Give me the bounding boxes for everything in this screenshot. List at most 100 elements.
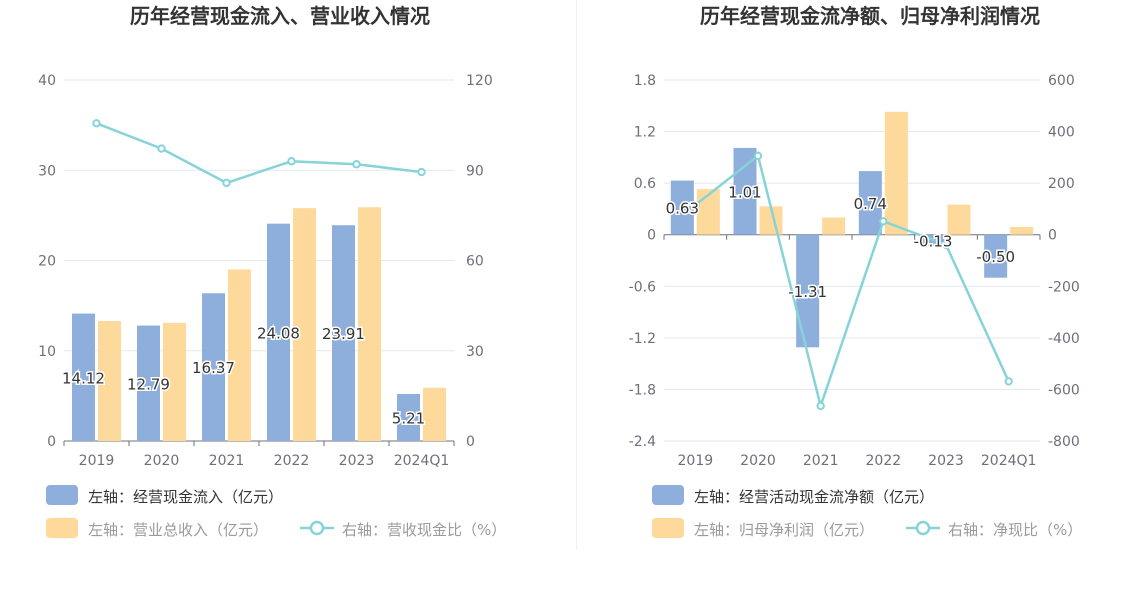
right-tick-label-1-2: -400 [1048, 331, 1080, 347]
legend-label-1-1: 左轴：归母净利润（亿元） [694, 521, 874, 539]
right-tick-label-0-3: 90 [466, 163, 484, 179]
bar-0-0-5 [397, 393, 420, 441]
bar-1-1-3 [884, 111, 908, 235]
left-tick-label-1-6: 1.2 [634, 125, 656, 141]
line-series-0-2 [96, 122, 422, 185]
left-tick-label-0-0: 0 [47, 434, 56, 450]
line-point-0-2-4 [352, 160, 361, 169]
category-label-1-0: 2019 [678, 453, 714, 469]
left-tick-label-1-2: -1.2 [629, 331, 656, 347]
legend-swatch-0-1 [46, 518, 78, 538]
category-label-0-0: 2019 [79, 453, 115, 469]
left-tick-label-0-4: 40 [38, 73, 56, 89]
chart-title-1: 历年经营现金流净额、归母净利润情况 [700, 4, 1040, 28]
bar-0-1-0 [98, 320, 121, 441]
bar-0-1-1 [163, 322, 186, 441]
right-tick-label-0-0: 0 [466, 434, 475, 450]
bar-1-0-2 [796, 234, 820, 348]
legend-label-0-0: 左轴：经营现金流入（亿元） [88, 488, 283, 506]
line-point-0-2-5 [417, 167, 426, 177]
category-label-1-3: 2022 [866, 453, 902, 469]
category-label-0-3: 2022 [274, 453, 310, 469]
data-label-0-4: 23.91 [322, 325, 365, 343]
left-tick-label-0-2: 20 [38, 254, 56, 270]
line-point-1-2-1 [753, 151, 763, 161]
bar-1-0-0 [670, 180, 694, 235]
left-tick-label-1-3: -0.6 [629, 279, 656, 295]
right-tick-label-1-6: 400 [1048, 125, 1075, 141]
line-point-1-2-3 [879, 217, 888, 226]
bar-0-1-3 [293, 208, 316, 441]
left-tick-label-1-7: 1.8 [634, 73, 656, 89]
bar-0-1-5 [423, 387, 446, 441]
category-label-0-4: 2023 [339, 453, 375, 469]
bar-1-1-2 [822, 217, 846, 235]
left-tick-label-0-1: 10 [38, 344, 56, 360]
data-label-0-2: 16.37 [192, 359, 235, 377]
right-tick-label-1-1: -600 [1048, 382, 1080, 398]
line-point-0-2-3 [287, 157, 296, 166]
panel-divider [576, 0, 577, 550]
bar-1-0-5 [984, 234, 1008, 278]
bar-1-1-5 [1010, 226, 1034, 235]
legend-swatch-1-1 [652, 518, 684, 538]
right-tick-label-1-0: -800 [1048, 434, 1080, 450]
line-point-1-2-2 [816, 401, 825, 411]
left-tick-label-0-3: 30 [38, 163, 56, 179]
bar-0-0-2 [202, 293, 225, 441]
left-tick-label-1-4: 0 [647, 228, 656, 244]
legend-marker-1-2 [915, 520, 931, 536]
right-tick-label-1-7: 600 [1048, 73, 1075, 89]
line-point-1-2-5 [1004, 377, 1013, 386]
data-label-1-1: 1.01 [728, 183, 761, 201]
data-label-1-5: -0.50 [976, 248, 1015, 266]
data-label-0-0: 14.12 [62, 369, 105, 387]
left-tick-label-1-1: -1.8 [629, 382, 656, 398]
legend-label-0-2: 右轴：营收现金比（%） [342, 521, 506, 539]
right-tick-label-1-3: -200 [1048, 279, 1080, 295]
category-label-0-5: 2024Q1 [394, 453, 450, 469]
right-tick-label-0-4: 120 [466, 73, 493, 89]
bar-0-0-1 [137, 325, 160, 441]
chart-title-0: 历年经营现金流入、营业收入情况 [130, 4, 430, 28]
line-point-1-2-4 [941, 240, 951, 249]
legend-swatch-0-0 [46, 485, 78, 505]
line-point-1-2-0 [691, 200, 700, 210]
data-label-1-2: -1.31 [788, 283, 827, 301]
bar-1-0-3 [858, 171, 882, 235]
data-label-1-4: -0.13 [914, 232, 953, 250]
left-tick-label-1-0: -2.4 [629, 434, 656, 450]
category-label-1-2: 2021 [803, 453, 839, 469]
legend-marker-0-2 [309, 520, 325, 536]
data-label-0-1: 12.79 [127, 375, 170, 393]
left-tick-label-1-5: 0.6 [634, 176, 656, 192]
legend-label-0-1: 左轴：营业总收入（亿元） [88, 521, 268, 539]
line-point-0-2-2 [222, 178, 231, 188]
bar-1-1-4 [947, 204, 971, 235]
right-tick-label-1-5: 200 [1048, 176, 1075, 192]
right-tick-label-0-1: 30 [466, 344, 484, 360]
category-label-0-2: 2021 [209, 453, 245, 469]
right-tick-label-0-2: 60 [466, 254, 484, 270]
bar-0-1-4 [358, 207, 381, 441]
data-label-0-3: 24.08 [257, 324, 300, 342]
category-label-1-4: 2023 [928, 453, 964, 469]
line-point-0-2-0 [92, 119, 101, 128]
category-label-1-5: 2024Q1 [981, 453, 1037, 469]
right-tick-label-1-4: 0 [1048, 228, 1057, 244]
category-label-0-1: 2020 [144, 453, 180, 469]
data-label-0-5: 5.21 [392, 409, 425, 427]
legend-label-1-0: 左轴：经营活动现金流净额（亿元） [694, 488, 934, 506]
legend-label-1-2: 右轴：净现比（%） [948, 521, 1082, 539]
bar-0-0-4 [332, 225, 355, 441]
data-label-1-3: 0.74 [854, 195, 887, 213]
legend-swatch-1-0 [652, 485, 684, 505]
line-point-0-2-1 [157, 144, 166, 153]
bar-0-0-3 [267, 223, 290, 441]
category-label-1-1: 2020 [740, 453, 776, 469]
bar-0-1-2 [228, 269, 251, 441]
line-series-1-2 [694, 153, 1010, 411]
bar-0-0-0 [72, 313, 95, 441]
